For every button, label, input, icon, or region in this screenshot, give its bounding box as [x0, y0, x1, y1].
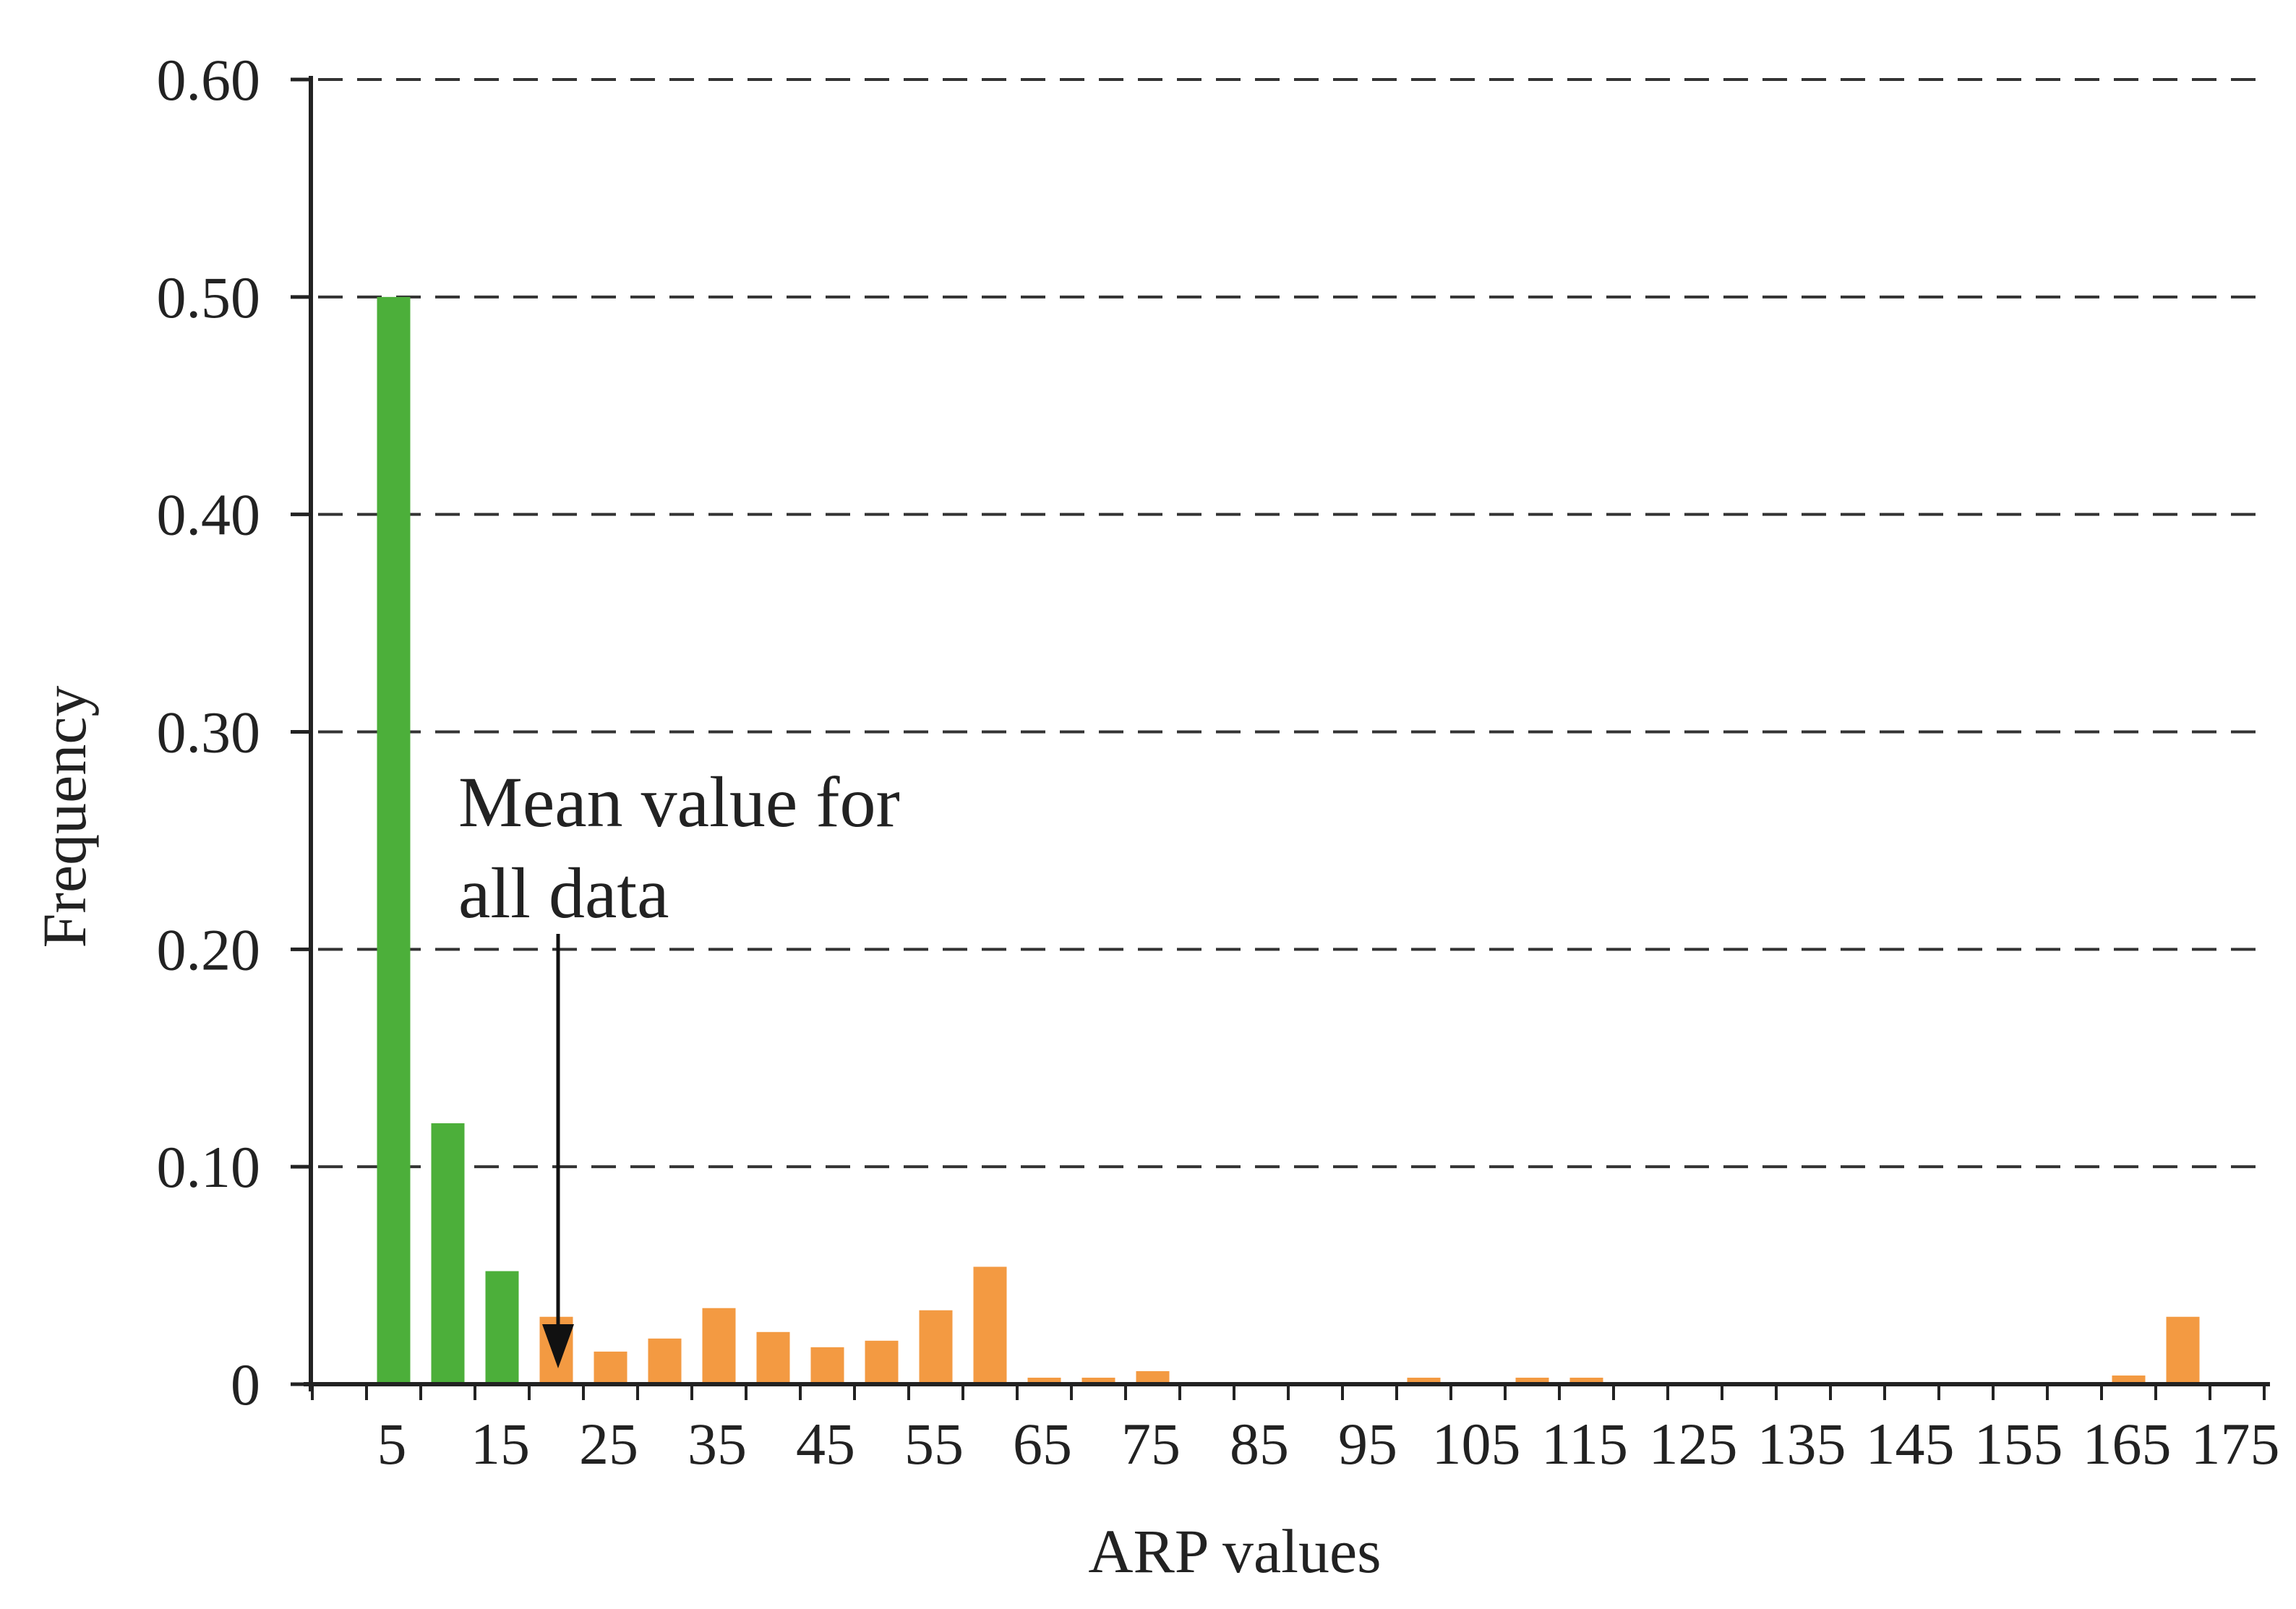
x-tick-label-6: 65	[1013, 1411, 1072, 1477]
bar-13	[1027, 1377, 1061, 1384]
bar-2	[431, 1123, 465, 1384]
y-tick-label-0: 0	[231, 1352, 260, 1417]
bar-9	[810, 1347, 844, 1384]
y-tick-label-4: 0.40	[157, 482, 261, 548]
bar-22	[1515, 1377, 1549, 1384]
x-tick-label-4: 45	[796, 1411, 855, 1477]
x-tick-label-13: 135	[1757, 1411, 1846, 1477]
x-tick-label-9: 95	[1338, 1411, 1397, 1477]
bar-14	[1081, 1377, 1115, 1384]
bar-11	[919, 1310, 953, 1384]
bar-8	[756, 1331, 790, 1384]
x-tick-label-12: 125	[1649, 1411, 1738, 1477]
x-tick-label-15: 155	[1974, 1411, 2063, 1477]
x-tick-label-0: 5	[377, 1411, 407, 1477]
bar-7	[702, 1308, 736, 1384]
x-tick-label-17: 175	[2191, 1411, 2280, 1477]
x-tick-labels: 5 15 25 35 45 55 65 75 85 95 105 115 125 135 145 155 165…	[377, 1411, 2280, 1477]
y-tick-labels: 0 0.10 0.20 0.30 0.40 0.50 0.60	[157, 47, 261, 1417]
y-tick-label-1: 0.10	[157, 1134, 261, 1200]
y-tick-label-5: 0.50	[157, 265, 261, 330]
y-axis-title: Frequency	[30, 686, 99, 948]
bar-23	[1569, 1377, 1603, 1384]
bar-34	[2166, 1316, 2200, 1384]
x-tick-label-8: 85	[1230, 1411, 1289, 1477]
y-tick-label-3: 0.30	[157, 700, 261, 765]
bar-10	[865, 1340, 899, 1384]
x-tick-label-10: 105	[1432, 1411, 1521, 1477]
x-axis-title: ARP values	[1088, 1516, 1381, 1586]
bar-1	[377, 296, 411, 1384]
bar-12	[973, 1266, 1007, 1384]
x-tick-label-5: 55	[904, 1411, 964, 1477]
bar-5	[594, 1351, 627, 1384]
gridlines	[318, 78, 2270, 1169]
x-tick-label-3: 35	[687, 1411, 747, 1477]
bar-33	[2112, 1375, 2146, 1384]
annotation-line-1: all data	[458, 853, 669, 933]
y-tick-label-2: 0.20	[157, 917, 261, 982]
mean-value-annotation: Mean value for all data	[458, 762, 900, 1368]
y-tick-label-6: 0.60	[157, 47, 261, 113]
x-tick-label-7: 75	[1121, 1411, 1181, 1477]
x-tick-label-16: 165	[2083, 1411, 2172, 1477]
bar-3	[485, 1271, 519, 1384]
annotation-line-0: Mean value for	[458, 762, 900, 842]
axes	[291, 76, 2270, 1400]
bar-6	[648, 1338, 682, 1384]
x-tick-label-14: 145	[1866, 1411, 1955, 1477]
x-tick-label-2: 25	[579, 1411, 638, 1477]
x-tick-label-1: 15	[471, 1411, 530, 1477]
bars	[322, 296, 2200, 1384]
bar-15	[1136, 1370, 1170, 1384]
x-tick-label-11: 115	[1541, 1411, 1628, 1477]
bar-20	[1407, 1377, 1441, 1384]
annotation-arrow-head	[542, 1324, 574, 1368]
